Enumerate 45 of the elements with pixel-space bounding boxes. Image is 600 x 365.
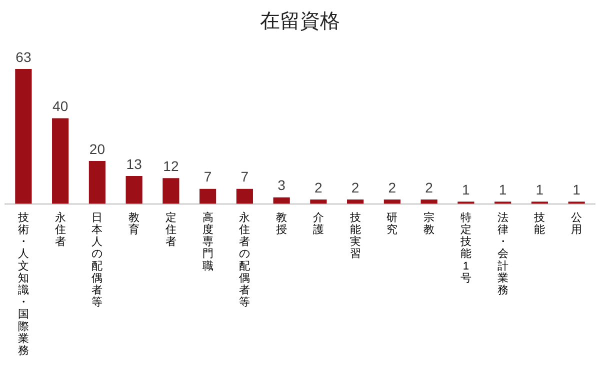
data-label: 2	[388, 179, 396, 196]
bar	[420, 200, 438, 204]
x-tick-label: 日本人の配偶者等	[92, 212, 103, 309]
x-tick-label: 永住者	[54, 210, 66, 248]
data-label: 7	[204, 168, 212, 185]
data-label: 13	[126, 156, 142, 172]
bar	[310, 200, 327, 204]
x-tick-label: 技能実習	[348, 212, 361, 260]
data-label: 7	[240, 168, 249, 185]
data-label: 63	[16, 48, 32, 65]
data-label: 12	[163, 158, 179, 174]
data-label: 20	[89, 140, 106, 157]
bar	[273, 197, 290, 204]
bar	[88, 161, 106, 204]
chart-title: 在留資格	[260, 10, 340, 33]
category-label: 技術・人文知識・国際業務	[18, 212, 29, 357]
data-label: 1	[572, 182, 581, 198]
x-tick-label: 法律・会計業務	[497, 210, 508, 296]
x-tick-label: 定住者	[165, 210, 176, 248]
x-tick-label: 教育	[128, 212, 140, 236]
bar	[384, 200, 400, 204]
data-label: 1	[498, 182, 507, 198]
data-label: 2	[351, 179, 360, 196]
x-tick-label: 研究	[386, 212, 398, 236]
data-label: 2	[314, 179, 323, 196]
x-tick-label: 教授	[276, 212, 288, 236]
bar	[15, 68, 32, 204]
bar	[200, 188, 216, 204]
data-label: 40	[52, 98, 68, 114]
data-label: 2	[425, 179, 434, 196]
x-tick-label: 永住者の配偶者等	[239, 210, 250, 309]
data-label: 1	[462, 182, 470, 198]
x-tick-label: 特定技能1号	[459, 212, 472, 284]
x-tick-label: 技能	[533, 212, 546, 236]
data-label: 3	[278, 177, 286, 194]
data-label: 1	[536, 182, 544, 198]
bar	[236, 188, 253, 204]
x-tick-label: 公用	[571, 212, 582, 236]
bar	[52, 118, 69, 204]
x-tick-label: 宗教	[424, 210, 435, 236]
x-tick-label: 介護	[312, 212, 324, 236]
bar	[126, 176, 142, 204]
x-tick-label: 高度専門職	[202, 210, 214, 272]
bar	[347, 200, 364, 204]
bar	[162, 178, 180, 204]
